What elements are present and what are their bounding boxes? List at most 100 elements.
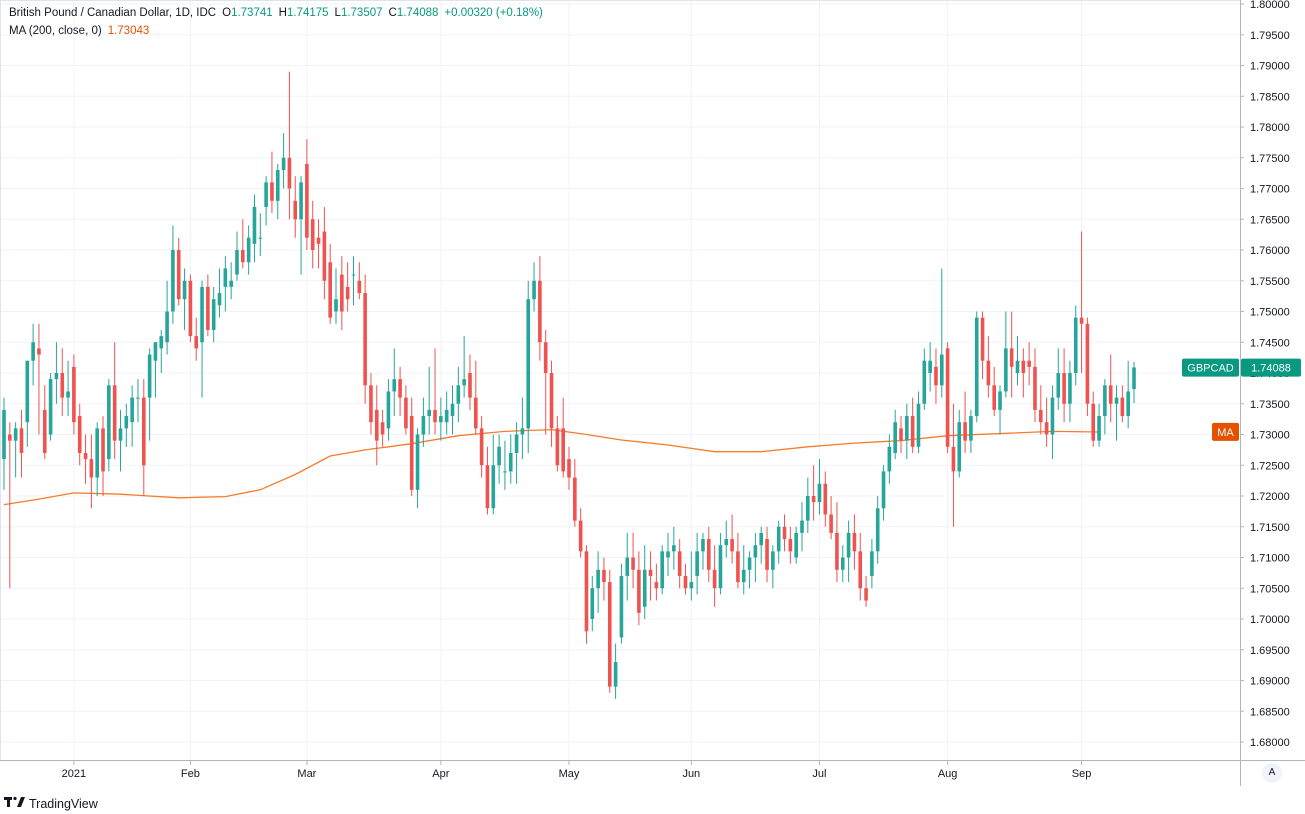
candle-up — [491, 434, 496, 515]
price-tick-label: 1.73000 — [1250, 430, 1290, 442]
candle-body — [695, 551, 699, 576]
candle-body — [881, 471, 886, 509]
candle-up — [13, 422, 18, 478]
candle-body — [1073, 317, 1078, 373]
candle-body — [264, 182, 268, 207]
candle-body — [1085, 323, 1090, 404]
candle-body — [433, 409, 437, 423]
candle-up — [870, 539, 874, 589]
symbol-row: British Pound / Canadian Dollar, 1D, IDC… — [9, 4, 543, 22]
candle-body — [508, 452, 513, 472]
candle-body — [969, 416, 973, 441]
candle-body — [765, 539, 769, 570]
candle-down — [398, 366, 402, 417]
candle-up — [450, 385, 455, 435]
candle-body — [829, 514, 833, 533]
candle-body — [1038, 409, 1043, 423]
candle-body — [1021, 360, 1026, 373]
candle-up — [258, 213, 263, 257]
candle-up — [351, 256, 356, 306]
candle-down — [1044, 397, 1049, 447]
candle-up — [159, 329, 164, 373]
candle-up — [689, 551, 694, 601]
candle-up — [503, 440, 507, 490]
candle-up — [136, 379, 140, 423]
candle-up — [124, 403, 129, 447]
tradingview-brand[interactable]: TradingView — [4, 796, 98, 811]
candle-down — [835, 502, 839, 583]
candle-down — [823, 471, 828, 527]
candle-body — [13, 428, 18, 441]
candle-body — [374, 409, 379, 441]
auto-scale-button[interactable]: A — [1262, 763, 1282, 783]
candle-up — [939, 268, 944, 398]
candle-body — [584, 551, 589, 632]
candle-body — [1015, 360, 1020, 373]
candle-body — [462, 379, 466, 386]
candle-body — [340, 274, 344, 312]
candle-body — [736, 551, 740, 583]
candle-body — [992, 385, 997, 410]
low-label: L — [334, 7, 341, 19]
candle-up — [427, 366, 432, 435]
candle-up — [590, 575, 595, 632]
candle-body — [800, 520, 804, 533]
candle-down — [538, 256, 542, 361]
candle-body — [299, 182, 303, 220]
candle-body — [788, 539, 793, 552]
candle-down — [549, 360, 554, 447]
candle-down — [1108, 354, 1113, 423]
candle-body — [514, 434, 519, 453]
chart-border — [0, 0, 1241, 761]
candle-down — [1033, 348, 1037, 423]
candle-up — [747, 551, 752, 589]
candle-up — [165, 280, 169, 355]
price-tick-label: 1.73500 — [1250, 399, 1290, 411]
candle-body — [328, 262, 332, 318]
time-tick-label: Apr — [432, 768, 449, 780]
candle-down — [677, 539, 682, 589]
chart-grid — [0, 0, 1240, 760]
candle-body — [811, 496, 816, 503]
candle-body — [310, 219, 315, 250]
candle-body — [951, 446, 956, 472]
candle-body — [660, 551, 665, 589]
candle-body — [677, 551, 682, 576]
candle-body — [642, 569, 647, 607]
chart-legend: British Pound / Canadian Dollar, 1D, IDC… — [9, 4, 543, 40]
candle-up — [392, 348, 397, 417]
candle-body — [171, 250, 175, 312]
candle-body — [485, 465, 490, 509]
ma-indicator-label: MA (200, close, 0) — [9, 25, 102, 37]
candle-body — [1114, 397, 1119, 404]
ma-row[interactable]: MA (200, close, 0) 1.73043 — [9, 22, 543, 40]
candle-down — [561, 397, 565, 478]
candle-body — [19, 428, 24, 453]
candle-up — [1114, 385, 1119, 441]
candle-body — [107, 385, 111, 460]
candle-down — [602, 557, 606, 601]
price-tick-label: 1.71500 — [1250, 522, 1290, 534]
candle-body — [200, 286, 204, 343]
candle-body — [561, 428, 565, 472]
candle-body — [806, 496, 810, 521]
candle-body — [101, 428, 105, 472]
candle-down — [77, 403, 82, 466]
tradingview-brand-name: TradingView — [29, 796, 98, 811]
candle-body — [141, 397, 146, 466]
candle-down — [404, 385, 408, 435]
candle-body — [1091, 403, 1096, 441]
price-tick-label: 1.77500 — [1250, 153, 1290, 165]
candle-body — [153, 342, 158, 361]
price-tick-label: 1.76000 — [1250, 245, 1290, 257]
ma-tag-name: MA — [1217, 427, 1234, 439]
candle-body — [823, 483, 828, 515]
candle-down — [654, 563, 659, 601]
candle-down — [730, 514, 734, 564]
candle-body — [42, 409, 47, 453]
candle-down — [345, 262, 350, 312]
candle-down — [945, 342, 950, 453]
price-tick-label: 1.70500 — [1250, 583, 1290, 595]
candle-body — [351, 274, 356, 276]
